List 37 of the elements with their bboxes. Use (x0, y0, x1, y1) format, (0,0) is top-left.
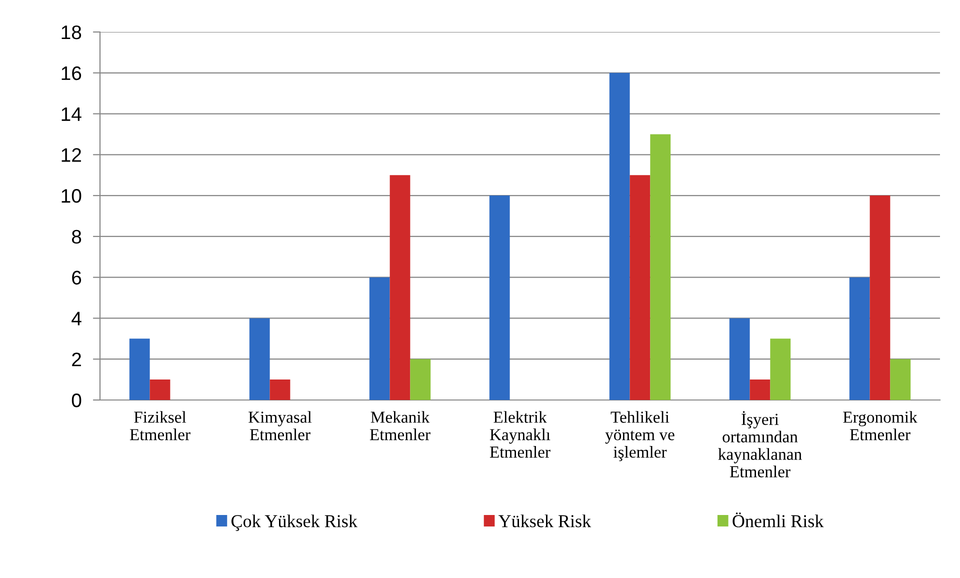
bar (770, 338, 791, 400)
x-tick-label: İşyeri ortamından kaynaklanan Etmenler (718, 411, 802, 478)
bar (650, 134, 671, 400)
bar (750, 380, 770, 400)
bar (870, 196, 890, 400)
y-tick-label: 4 (72, 312, 82, 326)
x-tick-label: Kimyasal Etmenler (248, 411, 312, 440)
legend-label: Önemli Risk (732, 512, 824, 528)
bar (249, 318, 270, 400)
y-tick-label: 6 (72, 270, 82, 285)
x-tick-label: Elektrik Kaynaklı Etmenler (490, 411, 550, 458)
y-tick-label: 16 (62, 66, 82, 80)
legend-label: Çok Yüksek Risk (231, 514, 358, 531)
y-tick-label: 12 (62, 148, 81, 162)
x-tick-label: Fiziksel Etmenler (130, 411, 190, 440)
y-tick-label: 14 (62, 107, 82, 121)
bar (890, 359, 911, 400)
x-tick-label: Tehlikeli yöntem ve işlemler (605, 411, 674, 462)
y-tick-label: 18 (62, 25, 82, 40)
bar (729, 318, 750, 400)
bar (630, 175, 650, 400)
x-tick-label: Ergonomik Etmenler (843, 411, 918, 440)
bar (129, 338, 150, 400)
bar (410, 359, 431, 400)
bar (390, 175, 410, 400)
y-tick-label: 2 (72, 352, 81, 366)
y-tick-label: 0 (72, 393, 82, 408)
legend-label: Yüksek Risk (498, 514, 592, 528)
bar (609, 72, 630, 400)
x-tick-label: Mekanik Etmenler (370, 411, 430, 440)
bar (489, 196, 510, 400)
bar (849, 277, 870, 400)
y-tick-label: 8 (72, 230, 82, 244)
y-tick-label: 10 (62, 189, 82, 203)
bar (369, 277, 390, 400)
bar (150, 380, 170, 400)
bar (270, 380, 290, 400)
